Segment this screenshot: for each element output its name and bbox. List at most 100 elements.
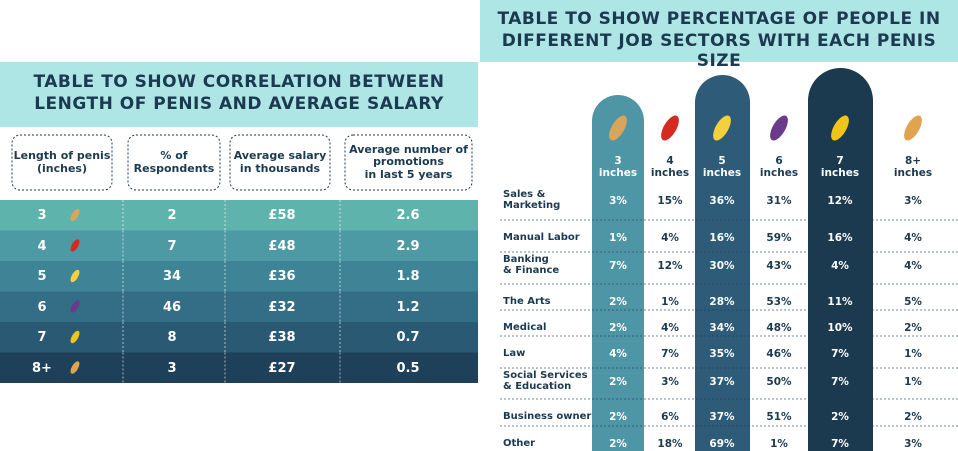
cell: 4: [37, 238, 47, 254]
cell: 6: [37, 299, 47, 315]
row-label: Manual Labor: [503, 232, 580, 243]
row-label: Business owner: [503, 411, 592, 422]
table-row: [0, 261, 478, 292]
column-header: 4 inches: [650, 155, 690, 179]
cell: 7%: [831, 438, 849, 450]
cell: 16%: [709, 232, 735, 244]
right-title-band: [480, 0, 958, 62]
cell: 2.9: [396, 238, 420, 254]
cell: 36%: [709, 195, 735, 207]
icon: [70, 361, 80, 374]
table-row: [0, 322, 478, 353]
cell: 4%: [904, 260, 922, 272]
cell: 2: [167, 208, 177, 223]
column-header: Average number of promotions in last 5 y…: [349, 143, 468, 181]
left-title: TABLE TO SHOW CORRELATION BETWEEN: [33, 72, 445, 92]
header-box: [229, 134, 331, 191]
column-header: 7 inches: [820, 155, 860, 179]
header-box: [11, 134, 113, 191]
cell: 5%: [904, 296, 922, 308]
cell: 2%: [831, 411, 849, 423]
row-label: Medical: [503, 322, 547, 333]
cell: 3: [167, 360, 177, 376]
cell: 37%: [709, 411, 735, 423]
cell: 1%: [904, 376, 922, 388]
column-header: 3 inches: [598, 155, 638, 179]
cell: 53%: [766, 296, 792, 308]
icon: [70, 239, 80, 252]
icon: [70, 300, 80, 313]
row-label: Social Services & Education: [503, 370, 588, 392]
column-pillar: [695, 74, 750, 451]
cell: 30%: [709, 260, 735, 272]
cell: 3%: [661, 376, 679, 388]
column-header: 8+ inches: [893, 155, 933, 179]
cell: 1%: [661, 296, 679, 308]
table-row: [0, 200, 478, 231]
table-row: [0, 230, 478, 261]
cell: 59%: [766, 232, 792, 244]
cell: 7: [167, 238, 177, 254]
cell: 2.6: [396, 208, 420, 223]
icon: [70, 208, 80, 222]
cell: 48%: [766, 322, 792, 334]
table-row: [0, 291, 478, 322]
cell: 7: [37, 330, 47, 345]
cell: 2%: [904, 411, 922, 423]
icon: [831, 115, 849, 141]
column-header: Average salary in thousands: [233, 149, 327, 175]
cell: 2%: [609, 376, 627, 388]
column-pillar: [808, 68, 873, 451]
column-header: 5 inches: [702, 155, 742, 179]
cell: 15%: [657, 195, 683, 207]
icon: [609, 115, 627, 141]
cell: 3%: [904, 438, 922, 450]
icon: [70, 330, 80, 344]
icon: [904, 115, 922, 141]
right-title: DIFFERENT JOB SECTORS WITH EACH PENIS SI…: [501, 31, 937, 71]
cell: 2%: [904, 322, 922, 334]
cell: 4%: [904, 232, 922, 244]
cell: 0.5: [396, 360, 420, 376]
cell: 12%: [657, 260, 683, 272]
cell: 11%: [827, 296, 853, 308]
cell: 3: [37, 208, 47, 223]
cell: 5: [37, 269, 47, 284]
row-label: Banking & Finance: [503, 254, 560, 276]
icon: [661, 115, 679, 141]
row-label: Other: [503, 438, 536, 449]
row-label: The Arts: [503, 296, 551, 307]
cell: 4%: [831, 260, 849, 272]
cell: 4%: [661, 322, 679, 334]
cell: 1%: [609, 232, 627, 244]
cell: 3%: [904, 195, 922, 207]
cell: 34%: [709, 322, 735, 334]
column-header: % of Respondents: [133, 149, 215, 175]
cell: 4%: [661, 232, 679, 244]
cell: 4%: [609, 348, 627, 360]
column-header: Length of penis (inches): [13, 149, 111, 175]
row-label: Law: [503, 348, 526, 359]
header-box: [344, 134, 473, 191]
cell: 31%: [766, 195, 792, 207]
cell: 2%: [609, 296, 627, 308]
cell: 7%: [831, 348, 849, 360]
cell: 12%: [827, 195, 853, 207]
cell: 1.2: [396, 299, 420, 315]
cell: 3%: [609, 195, 627, 207]
left-title-band: [0, 62, 478, 127]
cell: 1%: [770, 438, 788, 450]
row-label: Sales & Marketing: [503, 189, 561, 211]
left-title: LENGTH OF PENIS AND AVERAGE SALARY: [34, 94, 444, 114]
cell: £32: [268, 299, 296, 315]
column-header: 6 inches: [759, 155, 799, 179]
cell: 1%: [904, 348, 922, 360]
cell: 69%: [709, 438, 735, 450]
cell: 6%: [661, 411, 679, 423]
cell: 7%: [831, 376, 849, 388]
cell: £38: [268, 330, 296, 345]
column-pillar: [592, 95, 644, 451]
cell: 18%: [657, 438, 683, 450]
